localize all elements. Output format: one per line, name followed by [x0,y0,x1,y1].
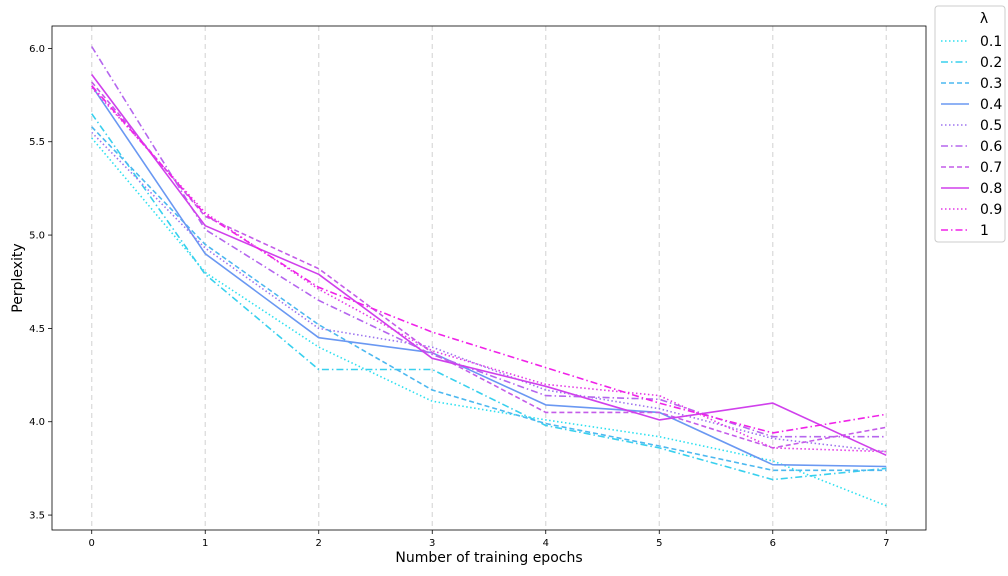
legend-label: 1 [980,223,989,239]
legend-label: 0.4 [980,97,1002,113]
x-tick-label: 5 [656,538,662,549]
y-tick-label: 3.5 [29,511,45,522]
x-tick-label: 2 [316,538,322,549]
series-line-0-1 [91,137,887,507]
y-axis-ticks: 3.5 4.0 4.5 5.0 5.5 6.0 [29,44,52,522]
x-axis-ticks: 0 1 2 3 4 5 6 7 [89,530,889,549]
legend: λ 0.1 0.2 0.3 0.4 0.5 0.6 0.7 0.8 0.9 1 [934,5,1006,243]
x-tick-label: 6 [770,538,776,549]
y-tick-label: 5.0 [29,231,45,242]
vertical-grid [91,26,887,530]
y-tick-label: 4.5 [29,324,45,335]
legend-label: 0.5 [980,118,1002,134]
series-lines [91,46,887,507]
legend-box [934,5,1006,243]
plot-area-frame [51,25,927,531]
series-line-0-7 [91,81,887,449]
x-tick-label: 4 [543,538,549,549]
series-line-0-9 [91,87,887,453]
legend-label: 0.8 [980,181,1002,197]
y-tick-label: 5.5 [29,137,45,148]
series-line-0-8 [91,74,887,457]
y-axis-label: Perplexity [10,243,26,312]
legend-label: 0.9 [980,202,1002,218]
series-line-0-5 [91,131,887,453]
series-line-0-6 [91,46,887,438]
legend-items: 0.1 0.2 0.3 0.4 0.5 0.6 0.7 0.8 0.9 1 [941,34,1002,239]
legend-label: 0.7 [980,160,1002,176]
y-tick-label: 4.0 [29,417,45,428]
series-line-0-4 [91,85,887,468]
x-tick-label: 0 [89,538,95,549]
series-line-1 [91,85,887,434]
series-line-0-2 [91,113,887,481]
series-line-0-3 [91,126,887,472]
x-tick-label: 1 [202,538,208,549]
legend-label: 0.3 [980,76,1002,92]
x-tick-label: 3 [429,538,435,549]
x-axis-label: Number of training epochs [395,550,582,566]
legend-label: 0.2 [980,55,1002,71]
legend-label: 0.1 [980,34,1002,50]
x-tick-label: 7 [883,538,889,549]
legend-title: λ [980,11,988,27]
legend-label: 0.6 [980,139,1002,155]
y-tick-label: 6.0 [29,44,45,55]
